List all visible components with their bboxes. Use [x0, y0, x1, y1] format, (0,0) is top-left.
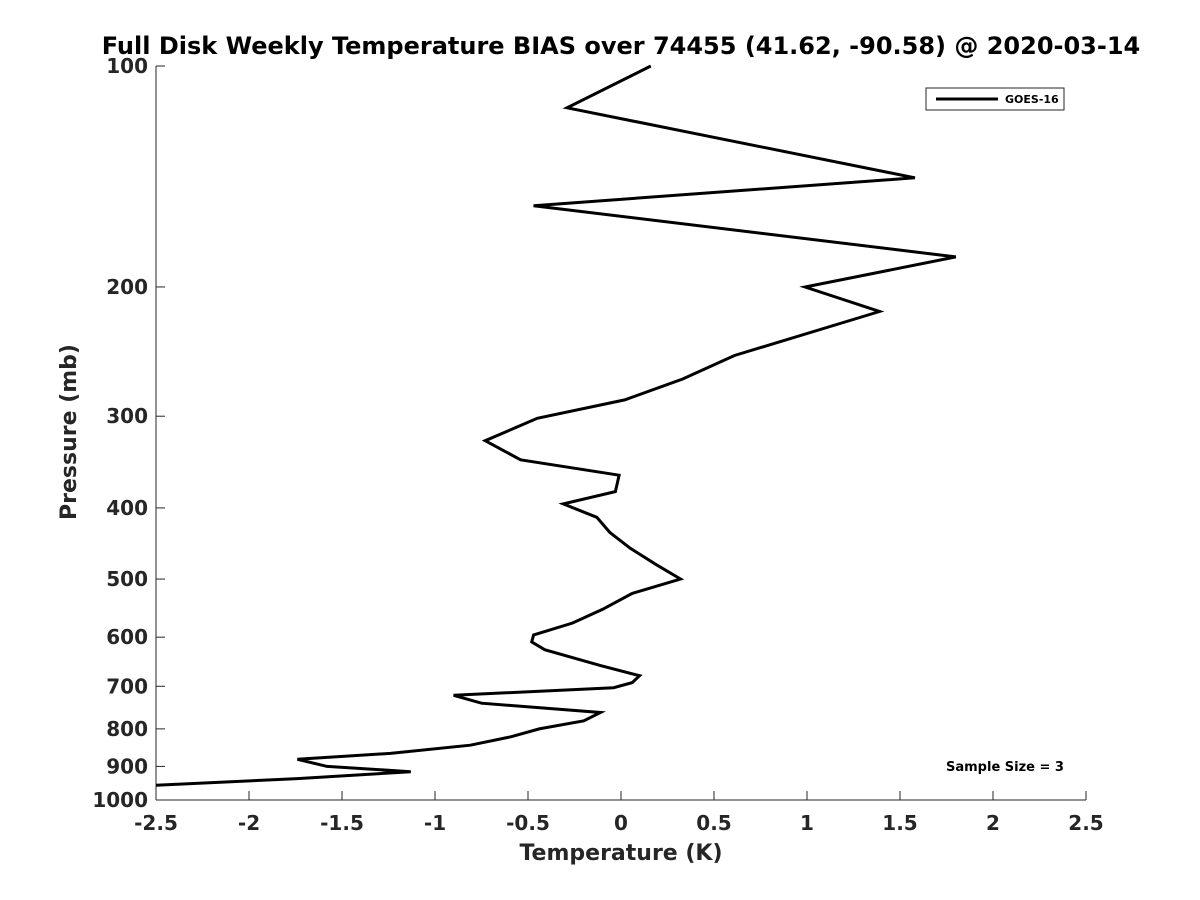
legend: GOES-16	[925, 87, 1065, 111]
chart-title: Full Disk Weekly Temperature BIAS over 7…	[102, 32, 1141, 60]
x-tick-label: 0.5	[696, 811, 731, 835]
x-tick-label: -0.5	[506, 811, 550, 835]
y-tick-label: 300	[106, 404, 148, 428]
y-tick-label: 100	[106, 54, 148, 78]
y-tick-label: 200	[106, 275, 148, 299]
x-tick-label: 1	[800, 811, 814, 835]
series-line-goes-16	[156, 64, 957, 787]
series-layer	[156, 64, 957, 787]
y-tick-label: 400	[106, 496, 148, 520]
y-axis-label: Pressure (mb)	[57, 344, 82, 520]
y-tick-label: 700	[106, 674, 148, 698]
y-tick-label: 600	[106, 625, 148, 649]
y-tick-label: 1000	[92, 788, 148, 812]
y-tick-label: 800	[106, 717, 148, 741]
y-tick-label: 500	[106, 567, 148, 591]
x-tick-label: 0	[614, 811, 628, 835]
x-tick-label: -1	[424, 811, 446, 835]
x-tick-label: 2.5	[1068, 811, 1103, 835]
x-tick-label: -2	[238, 811, 260, 835]
x-axis-label: Temperature (K)	[519, 841, 722, 866]
x-tick-label: -1.5	[320, 811, 364, 835]
x-axis: -2.5 -2 -1.5 -1 -0.5 0 0.5 1 1.5 2 2.5	[134, 791, 1104, 835]
x-tick-label: 2	[986, 811, 1000, 835]
y-axis: 100 200 300 400 500 600 700 800 900 1000	[92, 54, 165, 812]
x-tick-label: -2.5	[134, 811, 178, 835]
x-tick-label: 1.5	[882, 811, 917, 835]
y-tick-label: 900	[106, 754, 148, 778]
legend-label-goes-16: GOES-16	[1005, 93, 1059, 106]
sample-size-annotation: Sample Size = 3	[946, 760, 1064, 775]
